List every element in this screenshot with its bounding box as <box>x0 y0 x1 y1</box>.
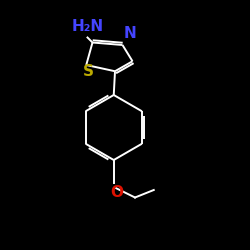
Text: H₂N: H₂N <box>71 19 104 34</box>
Text: O: O <box>110 185 123 200</box>
Text: N: N <box>124 26 136 41</box>
Text: S: S <box>82 64 94 79</box>
